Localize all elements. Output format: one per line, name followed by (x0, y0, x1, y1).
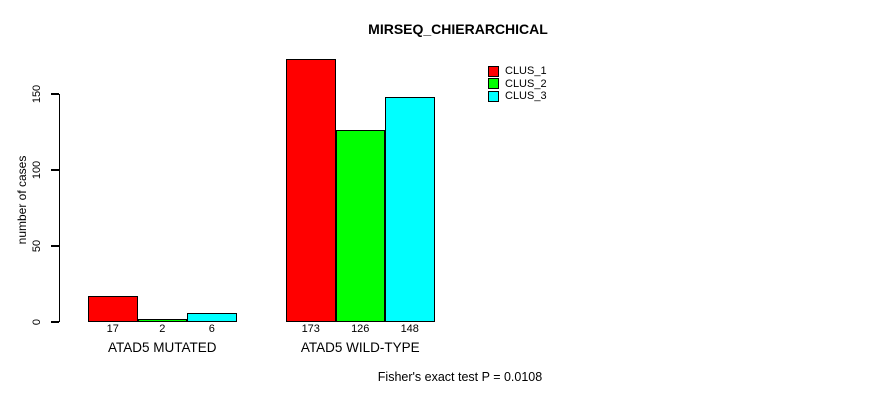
y-tick-mark (51, 169, 59, 171)
legend-swatch-clus_1 (488, 65, 499, 77)
bar-clus_2-1 (137, 318, 187, 322)
bar-value-label: 2 (159, 323, 166, 335)
legend-label: CLUS_2 (505, 77, 547, 90)
bar-clus_2-2 (335, 130, 385, 322)
y-tick-label: 100 (31, 160, 43, 180)
legend-label: CLUS_1 (505, 65, 547, 77)
y-axis-line (58, 94, 60, 322)
y-axis-label: number of cases (15, 155, 29, 245)
annotation-text: Fisher's exact test P = 0.0108 (377, 370, 543, 384)
bar-value-label: 126 (351, 323, 370, 335)
y-tick-label: 0 (31, 318, 43, 326)
chart-title: MIRSEQ_CHIERARCHICAL (368, 21, 548, 37)
bar-clus_1-2 (286, 59, 336, 322)
bar-value-label: 6 (208, 323, 215, 335)
bar-value-label: 148 (400, 323, 419, 335)
bar-value-label: 173 (301, 323, 320, 335)
y-tick-mark (51, 245, 59, 247)
x-category-label: ATAD5 WILD-TYPE (300, 340, 420, 355)
legend-swatch-clus_2 (488, 78, 499, 90)
x-category-label: ATAD5 MUTATED (107, 340, 217, 355)
y-tick-mark (51, 321, 59, 323)
bar-clus_3-2 (385, 97, 435, 322)
y-tick-label: 150 (31, 84, 43, 104)
legend-label: CLUS_3 (505, 90, 547, 103)
bar-clus_3-1 (187, 312, 237, 322)
bar-value-label: 17 (106, 323, 119, 335)
legend-swatch-clus_3 (488, 90, 499, 102)
bar-clus_1-1 (88, 296, 138, 322)
y-tick-mark (51, 93, 59, 95)
y-tick-label: 50 (31, 239, 43, 253)
